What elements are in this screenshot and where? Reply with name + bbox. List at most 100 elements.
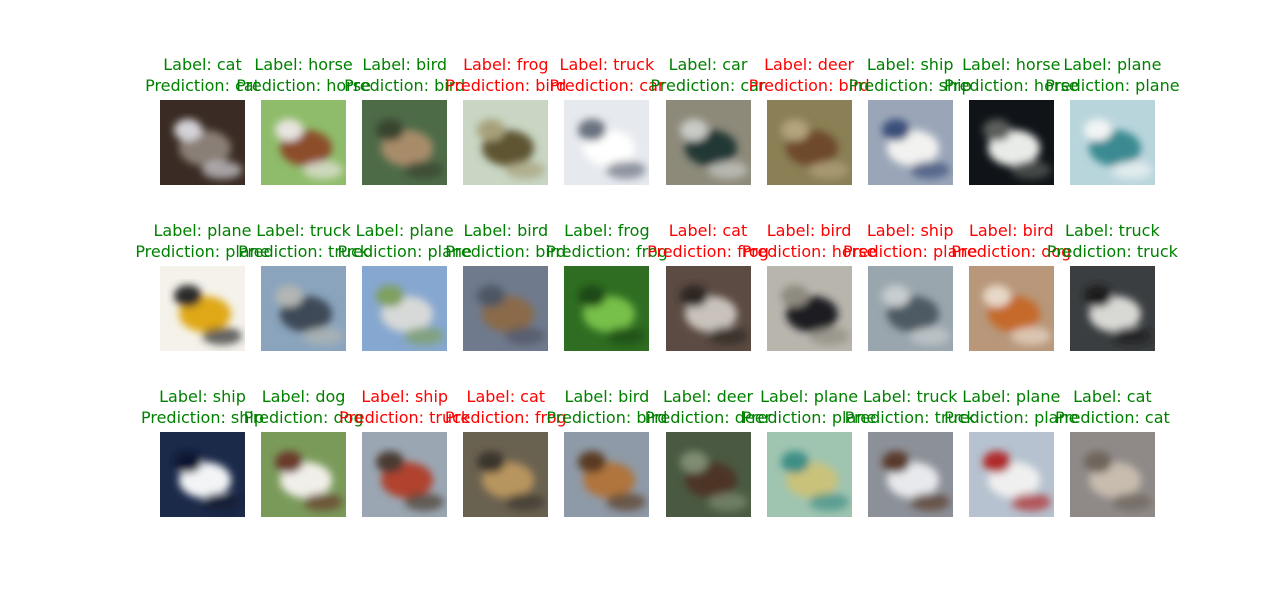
label-text: Label: plane	[760, 387, 859, 406]
prediction-text: Prediction: frog	[647, 242, 769, 261]
ship-image	[160, 432, 245, 517]
thumbnail-image	[665, 266, 751, 351]
prediction-text: Prediction: plane	[843, 242, 978, 261]
label-text: Label: bird	[766, 221, 852, 240]
thumbnail-image	[362, 100, 448, 185]
horse-image	[261, 100, 347, 185]
thumbnail-image	[867, 266, 953, 351]
thumbnail-image	[160, 432, 245, 517]
prediction-text: Prediction: horse	[236, 76, 371, 95]
dog-image	[261, 432, 347, 517]
thumbnail-image	[564, 266, 650, 351]
thumbnail-image	[968, 100, 1054, 185]
label-text: Label: frog	[463, 55, 549, 74]
cat-image	[160, 100, 245, 185]
thumbnail-image	[968, 266, 1054, 351]
prediction-text: Prediction: truck	[339, 408, 471, 427]
prediction-text: Prediction: bird	[344, 76, 466, 95]
thumbnail-image	[766, 432, 852, 517]
thumbnail-image	[362, 266, 448, 351]
label-text: Label: ship	[866, 221, 954, 240]
plane-image	[1069, 100, 1155, 185]
thumbnail-image	[564, 432, 650, 517]
prediction-text: Prediction: horse	[943, 76, 1079, 95]
label-text: Label: ship	[866, 55, 954, 74]
prediction-text: Prediction: cat	[1054, 408, 1170, 427]
label-text: Label: cat	[466, 387, 546, 406]
thumbnail-image	[968, 432, 1054, 517]
prediction-text: Prediction: car	[549, 76, 665, 95]
label-text: Label: truck	[559, 55, 655, 74]
truck-image	[564, 100, 650, 185]
truck-image	[867, 432, 953, 517]
label-text: Label: bird	[968, 221, 1054, 240]
label-text: Label: horse	[254, 55, 353, 74]
prediction-text: Prediction: dog	[951, 242, 1072, 261]
prediction-text: Prediction: truck	[1046, 242, 1178, 261]
plane-image	[362, 266, 448, 351]
label-text: Label: cat	[668, 221, 748, 240]
truck-image	[1069, 266, 1155, 351]
bird-image	[564, 432, 650, 517]
label-text: Label: deer	[764, 55, 855, 74]
thumbnail-image	[564, 100, 650, 185]
cat-image	[1069, 432, 1155, 517]
thumbnail-image	[160, 100, 245, 185]
ship-image	[867, 100, 953, 185]
label-text: Label: ship	[361, 387, 449, 406]
prediction-text: Prediction: plane	[135, 242, 270, 261]
prediction-text: Prediction: truck	[238, 242, 370, 261]
label-text: Label: bird	[362, 55, 448, 74]
label-text: Label: truck	[256, 221, 351, 240]
prediction-text: Prediction: bird	[748, 76, 870, 95]
label-text: Label: bird	[564, 387, 650, 406]
prediction-text: Prediction: plane	[337, 242, 472, 261]
ship-image	[867, 266, 953, 351]
prediction-text: Prediction: dog	[243, 408, 364, 427]
thumbnail-image	[766, 266, 852, 351]
truck-image	[261, 266, 347, 351]
label-text: Label: truck	[1065, 221, 1160, 240]
prediction-text: Prediction: plane	[1045, 76, 1180, 95]
plane-image	[160, 266, 245, 351]
prediction-text: Prediction: bird	[445, 76, 567, 95]
prediction-text: Prediction: bird	[546, 408, 668, 427]
bird-image	[968, 266, 1054, 351]
ship-image	[362, 432, 448, 517]
frog-image	[463, 100, 549, 185]
label-text: Label: frog	[564, 221, 650, 240]
horse-image	[968, 100, 1054, 185]
cat-image	[463, 432, 549, 517]
deer-image	[665, 432, 751, 517]
prediction-text: Prediction: plane	[741, 408, 877, 427]
label-text: Label: plane	[153, 221, 252, 240]
thumbnail-image	[160, 266, 245, 351]
label-text: Label: cat	[1073, 387, 1152, 406]
thumbnail-image	[867, 100, 953, 185]
label-text: Label: bird	[463, 221, 549, 240]
prediction-text: Prediction: deer	[644, 408, 772, 427]
prediction-text: Prediction: ship	[848, 76, 972, 95]
thumbnail-image	[261, 266, 347, 351]
thumbnail-image	[463, 100, 549, 185]
thumbnail-image	[1069, 432, 1155, 517]
thumbnail-image	[1069, 266, 1155, 351]
thumbnail-image	[1069, 100, 1155, 185]
thumbnail-image	[463, 266, 549, 351]
thumbnail-image	[362, 432, 448, 517]
prediction-text: Prediction: car	[650, 76, 766, 95]
prediction-text: Prediction: frog	[444, 408, 567, 427]
thumbnail-image	[261, 100, 347, 185]
bird-image	[463, 266, 549, 351]
prediction-text: Prediction: truck	[844, 408, 976, 427]
label-text: Label: deer	[662, 387, 754, 406]
bird-image	[766, 266, 852, 351]
label-text: Label: ship	[159, 387, 246, 406]
prediction-text: Prediction: horse	[741, 242, 877, 261]
prediction-text: Prediction: ship	[140, 408, 265, 427]
label-text: Label: plane	[1063, 55, 1162, 74]
plane-image	[968, 432, 1054, 517]
deer-image	[766, 100, 852, 185]
car-image	[665, 100, 751, 185]
